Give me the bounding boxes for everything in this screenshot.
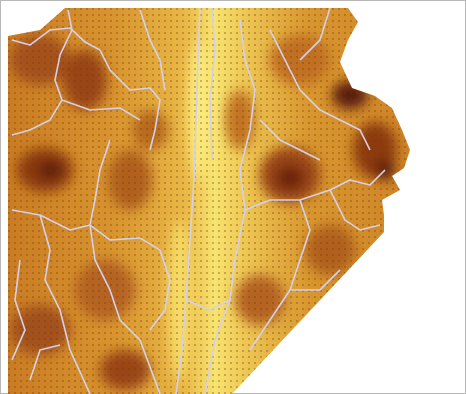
page (0, 0, 466, 394)
map (0, 0, 466, 394)
